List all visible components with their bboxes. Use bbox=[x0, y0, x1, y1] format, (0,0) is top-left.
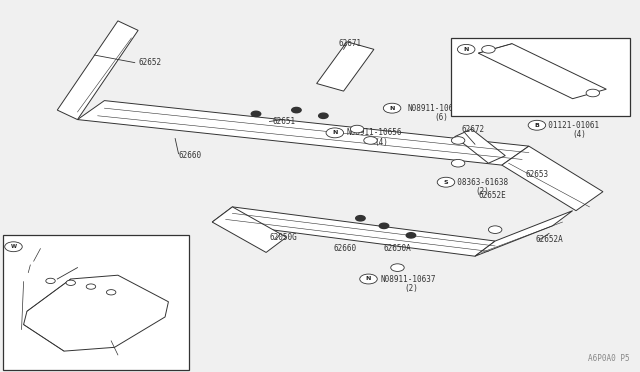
Polygon shape bbox=[478, 44, 606, 99]
Text: W: W bbox=[10, 244, 17, 249]
Text: 62673(RH): 62673(RH) bbox=[64, 274, 102, 280]
Text: 62673A: 62673A bbox=[7, 261, 32, 267]
FancyBboxPatch shape bbox=[451, 38, 630, 116]
Circle shape bbox=[528, 120, 546, 130]
Circle shape bbox=[391, 264, 404, 272]
Circle shape bbox=[364, 137, 377, 144]
Text: N: N bbox=[463, 47, 469, 52]
Text: (2): (2) bbox=[475, 187, 489, 196]
Circle shape bbox=[437, 177, 455, 187]
Circle shape bbox=[360, 274, 377, 284]
Text: (2): (2) bbox=[30, 251, 43, 257]
Text: 62652A: 62652A bbox=[573, 71, 598, 77]
Text: 62660: 62660 bbox=[333, 244, 356, 253]
Circle shape bbox=[451, 160, 465, 167]
Text: A6P0A0 P5: A6P0A0 P5 bbox=[588, 353, 630, 362]
FancyBboxPatch shape bbox=[3, 235, 189, 370]
Polygon shape bbox=[212, 207, 495, 256]
Text: S: S bbox=[444, 180, 448, 185]
Text: (6): (6) bbox=[435, 113, 449, 122]
Text: 62652E: 62652E bbox=[3, 271, 29, 277]
Text: N08911-10637: N08911-10637 bbox=[408, 104, 463, 113]
Text: S 08363-61638: S 08363-61638 bbox=[448, 178, 508, 187]
Circle shape bbox=[46, 278, 55, 283]
Circle shape bbox=[106, 290, 116, 295]
Circle shape bbox=[86, 284, 95, 289]
Circle shape bbox=[406, 233, 415, 238]
Text: N: N bbox=[389, 106, 395, 111]
Text: 62674(LH): 62674(LH) bbox=[64, 282, 102, 288]
Text: B: B bbox=[534, 123, 540, 128]
Text: 62650A: 62650A bbox=[384, 244, 412, 253]
Text: N: N bbox=[332, 130, 337, 135]
Text: 62660: 62660 bbox=[179, 151, 202, 160]
Polygon shape bbox=[455, 129, 505, 163]
Polygon shape bbox=[57, 21, 138, 119]
Circle shape bbox=[482, 45, 495, 53]
Text: 62022A: 62022A bbox=[101, 357, 127, 363]
Text: 62672: 62672 bbox=[461, 125, 484, 134]
Circle shape bbox=[380, 223, 388, 228]
Circle shape bbox=[252, 111, 260, 116]
Circle shape bbox=[350, 125, 364, 133]
Polygon shape bbox=[24, 275, 168, 351]
Text: 62050G: 62050G bbox=[269, 233, 297, 242]
Text: N 08911-20647: N 08911-20647 bbox=[478, 46, 534, 52]
Text: 62652: 62652 bbox=[138, 58, 161, 67]
Circle shape bbox=[292, 108, 301, 113]
Text: 62652A: 62652A bbox=[536, 235, 563, 244]
Text: (2): (2) bbox=[404, 284, 418, 293]
Text: (4): (4) bbox=[573, 130, 586, 139]
Circle shape bbox=[458, 44, 475, 54]
Text: N08911-10637: N08911-10637 bbox=[381, 275, 436, 283]
Circle shape bbox=[383, 103, 401, 113]
Circle shape bbox=[586, 89, 600, 97]
Polygon shape bbox=[212, 207, 286, 253]
Circle shape bbox=[326, 128, 344, 138]
Text: 62652E: 62652E bbox=[478, 191, 506, 200]
Text: B 01121-01061: B 01121-01061 bbox=[539, 121, 599, 130]
Polygon shape bbox=[77, 100, 529, 165]
Circle shape bbox=[488, 226, 502, 234]
Text: (4): (4) bbox=[374, 138, 388, 147]
Circle shape bbox=[451, 137, 465, 144]
Circle shape bbox=[356, 216, 365, 221]
Text: 62651: 62651 bbox=[273, 117, 296, 126]
Circle shape bbox=[319, 113, 328, 118]
Text: W 08915-5381A: W 08915-5381A bbox=[7, 244, 62, 250]
Polygon shape bbox=[502, 146, 603, 211]
Polygon shape bbox=[475, 211, 573, 256]
Text: 62653: 62653 bbox=[525, 170, 548, 179]
Text: 62650B: 62650B bbox=[3, 329, 29, 335]
Text: (2): (2) bbox=[502, 54, 515, 61]
Text: 62671: 62671 bbox=[339, 39, 362, 48]
Circle shape bbox=[4, 242, 22, 252]
Text: N: N bbox=[366, 276, 371, 282]
Circle shape bbox=[66, 280, 76, 285]
Text: 62690: 62690 bbox=[74, 259, 95, 265]
Polygon shape bbox=[317, 42, 374, 91]
Text: N08911-10656: N08911-10656 bbox=[347, 128, 403, 137]
